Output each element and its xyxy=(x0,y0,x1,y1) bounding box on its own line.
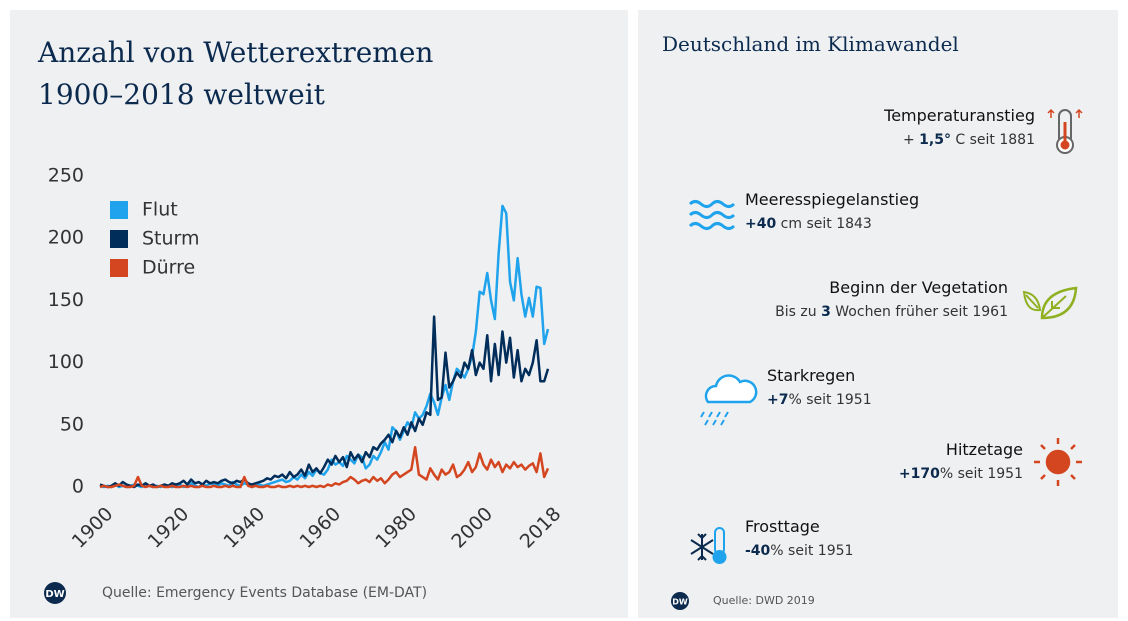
detail-part: cm seit 1843 xyxy=(776,216,872,232)
detail-part: 1,5° xyxy=(919,132,951,148)
item-label: Hitzetage xyxy=(945,440,1023,459)
line xyxy=(99,315,550,489)
legend-swatch xyxy=(110,201,128,219)
info-panel: DW Quelle: DWD 2019 Deutschland im Klima… xyxy=(638,10,1118,618)
y-tick-label: 200 xyxy=(48,227,84,249)
logo-bg xyxy=(44,582,66,604)
x-tick-label: 1920 xyxy=(144,503,194,553)
item-detail: Bis zu 3 Wochen früher seit 1961 xyxy=(775,300,1008,324)
legend-label: Dürre xyxy=(142,257,195,279)
sun-icon xyxy=(1034,438,1082,486)
x-tick-label: 1940 xyxy=(220,503,270,553)
detail-part: Bis zu xyxy=(775,304,822,320)
logo: DW xyxy=(672,598,688,607)
line xyxy=(99,445,550,489)
x-tick-label: 1960 xyxy=(295,503,345,553)
chart: DW Quelle: Emergency Events Database (EM… xyxy=(44,165,566,604)
y-tick-label: 150 xyxy=(48,289,84,311)
panel-title: Deutschland im Klimawandel xyxy=(662,32,959,56)
x-tick-label: 2000 xyxy=(447,503,497,553)
legend-label: Sturm xyxy=(142,228,200,250)
frost-icon xyxy=(690,527,727,564)
detail-part: % seit 1951 xyxy=(939,466,1023,482)
item-label: Meeresspiegelanstieg xyxy=(745,190,920,209)
logo-bg xyxy=(671,592,689,610)
item-label: Starkregen xyxy=(767,366,856,385)
detail-part: + xyxy=(902,132,920,148)
detail-part: 3 xyxy=(821,304,831,320)
y-tick-label: 0 xyxy=(72,476,84,498)
y-tick-label: 250 xyxy=(48,165,84,187)
item-detail: +40 cm seit 1843 xyxy=(745,212,919,236)
detail-part: -40 xyxy=(745,543,771,559)
detail-part: Wochen früher seit 1961 xyxy=(830,304,1008,320)
logo: DW xyxy=(45,589,64,600)
info-item: Hitzetage +170% seit 1951 xyxy=(899,438,1023,486)
detail-part: +40 xyxy=(745,216,777,232)
detail-part: % seit 1951 xyxy=(788,392,872,408)
thermometer-icon xyxy=(1047,108,1083,154)
waves-icon xyxy=(688,200,736,230)
item-label: Frosttage xyxy=(745,517,820,536)
icons: DW Quelle: DWD 2019 xyxy=(671,108,1083,610)
x-tick-label: 1980 xyxy=(371,503,421,553)
chart-panel: DW Quelle: Emergency Events Database (EM… xyxy=(10,10,628,618)
x-tick-label: 2018 xyxy=(516,503,566,553)
item-label: Beginn der Vegetation xyxy=(829,278,1008,297)
info-item: Starkregen +7% seit 1951 xyxy=(767,364,872,412)
detail-part: % seit 1951 xyxy=(770,543,854,559)
legend-swatch xyxy=(110,230,128,248)
item-detail: +7% seit 1951 xyxy=(767,388,872,412)
legend-swatch xyxy=(110,259,128,277)
y-tick-label: 100 xyxy=(48,351,84,373)
item-detail: +170% seit 1951 xyxy=(899,462,1023,486)
detail-part: +170 xyxy=(898,466,940,482)
x-tick-label: 1900 xyxy=(68,503,118,553)
item-detail: + 1,5° C seit 1881 xyxy=(884,128,1035,152)
leaf-icon xyxy=(1022,286,1078,320)
info-item: Frosttage -40% seit 1951 xyxy=(745,515,853,563)
chart-title: Anzahl von Wetterextremen 1900–2018 welt… xyxy=(38,36,434,111)
item-detail: -40% seit 1951 xyxy=(745,539,853,563)
detail-part: C seit 1881 xyxy=(950,132,1035,148)
item-label: Temperaturanstieg xyxy=(884,106,1035,125)
info-item: Meeresspiegelanstieg +40 cm seit 1843 xyxy=(745,188,919,236)
source: Quelle: DWD 2019 xyxy=(713,594,815,607)
info-item: Beginn der Vegetation Bis zu 3 Wochen frü… xyxy=(775,276,1008,324)
info-item: Temperaturanstieg + 1,5° C seit 1881 xyxy=(884,104,1035,152)
source: Quelle: Emergency Events Database (EM-DA… xyxy=(102,585,427,601)
legend-label: Flut xyxy=(142,199,178,221)
rain-icon xyxy=(700,374,758,426)
detail-part: +7 xyxy=(767,392,789,408)
y-tick-label: 50 xyxy=(60,413,84,435)
